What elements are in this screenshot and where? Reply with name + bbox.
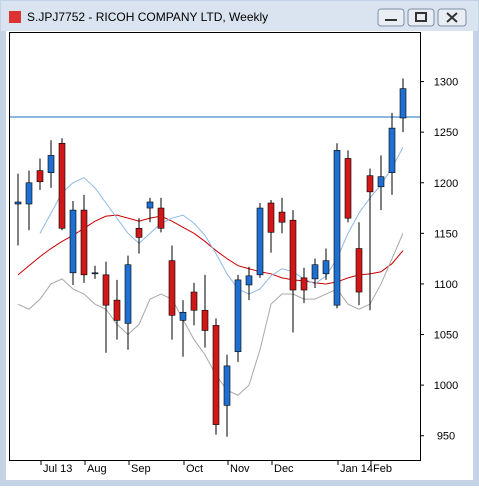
y-tick-label: 1000 [434, 380, 458, 392]
candle-body [212, 325, 220, 425]
candle-body [399, 88, 407, 119]
candle-body [80, 209, 88, 276]
candle-body [91, 272, 99, 275]
candle-body [102, 274, 110, 306]
candle-body [113, 299, 121, 321]
candle-body [256, 207, 264, 276]
y-tick-label: 1250 [434, 127, 458, 139]
x-tick-label: Jul 13 [43, 463, 72, 475]
candle-body [377, 176, 385, 188]
y-tick-label: 1200 [434, 178, 458, 190]
indicator-line [39, 147, 404, 295]
candle-body [190, 291, 198, 311]
x-tick-label: Oct [186, 463, 203, 475]
candle-body [344, 158, 352, 219]
maximize-icon [415, 12, 427, 22]
candle-body [168, 260, 176, 316]
candle-body [333, 150, 341, 306]
y-tick-label: 950 [437, 431, 455, 443]
candle-body [388, 127, 396, 173]
candle-body [278, 211, 286, 223]
candle-body [234, 279, 242, 353]
candle-body [289, 219, 297, 291]
y-tick-label: 1050 [434, 330, 458, 342]
candle-body [300, 277, 308, 291]
minimize-button[interactable] [377, 8, 405, 27]
candle-body [223, 365, 231, 406]
close-icon [446, 12, 458, 23]
candle-body [179, 311, 187, 321]
window-buttons[interactable] [377, 8, 467, 27]
x-tick-label: Nov [230, 463, 250, 475]
candle-body [201, 309, 209, 331]
y-tick-label: 1100 [434, 279, 458, 291]
candle-body [245, 275, 253, 286]
candle-body [69, 209, 77, 274]
candle-body [355, 248, 363, 293]
candle-body [146, 201, 154, 209]
candle-body [47, 155, 55, 173]
candle-body [124, 264, 132, 324]
y-tick-label: 1300 [434, 77, 458, 89]
x-tick-label: Feb [373, 463, 392, 475]
x-tick-label: Jan 14 [340, 463, 373, 475]
candle-body [36, 170, 44, 183]
plot-border [9, 32, 421, 461]
x-tick-label: Sep [131, 463, 151, 475]
candle-body [14, 201, 22, 205]
window-icon [9, 11, 21, 23]
y-tick-label: 1150 [434, 228, 458, 240]
window-title: S.JPJ7752 - RICOH COMPANY LTD, Weekly [27, 10, 268, 24]
x-tick-label: Dec [274, 463, 294, 475]
maximize-button[interactable] [407, 8, 435, 27]
candle-body [311, 264, 319, 280]
candle-body [25, 182, 33, 205]
x-tick-label: Aug [87, 463, 107, 475]
candle-body [366, 175, 374, 193]
candle-body [322, 260, 330, 275]
candle-body [157, 207, 165, 229]
candle-body [267, 202, 275, 233]
candle-body [135, 227, 143, 238]
candle-body [58, 142, 66, 229]
